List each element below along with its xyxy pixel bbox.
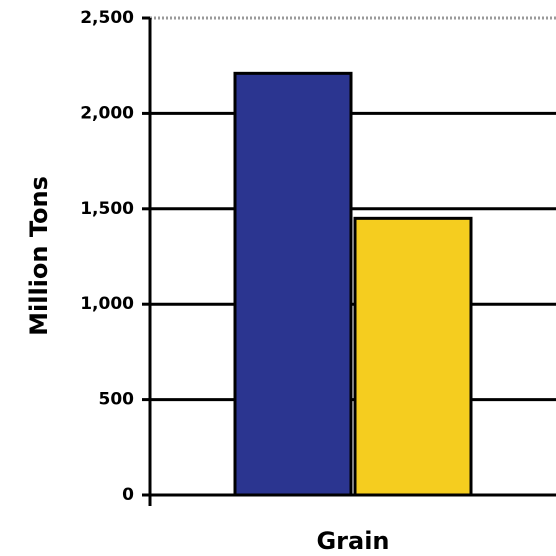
y-axis-title: Million Tons (25, 176, 53, 336)
bars (233, 71, 473, 497)
y-tick-label-2500: 2,500 (80, 8, 134, 28)
y-tick-labels: 0 500 1,000 1,500 2,000 2,500 (80, 8, 150, 505)
bar-series-2-grain (353, 216, 473, 497)
y-tick-label-500: 500 (99, 390, 135, 410)
y-tick-label-2000: 2,000 (80, 103, 134, 123)
axes (148, 18, 556, 506)
y-tick-label-1500: 1,500 (80, 199, 134, 219)
y-tick-label-0: 0 (122, 485, 134, 505)
x-axis-category-label: Grain (316, 527, 389, 555)
bar-series-1-grain (233, 71, 353, 497)
gridlines (150, 16, 556, 402)
y-tick-label-1000: 1,000 (80, 294, 134, 314)
